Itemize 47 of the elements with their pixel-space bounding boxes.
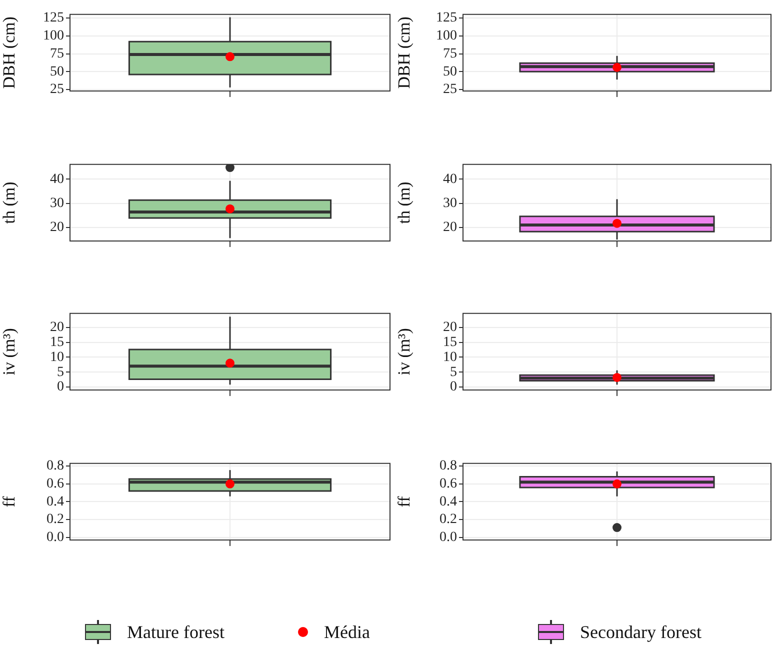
y-tick-label: 25: [443, 82, 457, 98]
y-tick-label: 25: [50, 82, 64, 98]
y-axis-title: DBH (cm): [0, 16, 19, 89]
y-axis-title: iv (m³): [0, 328, 19, 376]
y-tick-label: 75: [50, 46, 64, 62]
y-tick-label: 0.6: [46, 476, 64, 492]
legend-label: Secondary forest: [580, 622, 702, 642]
y-tick-label: 0.6: [440, 476, 457, 492]
y-tick-label: 20: [50, 320, 64, 336]
legend-label: Mature forest: [127, 622, 224, 642]
y-tick-label: 10: [50, 350, 64, 365]
y-tick-label: 75: [443, 46, 457, 62]
y-tick-label: 0.4: [440, 494, 457, 510]
y-tick-label: 10: [443, 350, 457, 365]
y-axis-title: ff: [0, 496, 19, 508]
y-tick-label: 0.2: [440, 512, 457, 528]
y-tick-label: 0.0: [440, 530, 457, 545]
y-tick-label: 20: [50, 220, 64, 236]
y-axis-title: ff: [394, 496, 414, 508]
y-tick-label: 0.0: [46, 530, 64, 545]
y-tick-label: 5: [57, 364, 64, 380]
y-axis-title: th (m): [0, 182, 19, 224]
y-tick-label: 20: [443, 320, 457, 336]
y-tick-label: 15: [50, 334, 64, 350]
y-tick-label: 125: [43, 10, 64, 26]
legend-label: Média: [324, 622, 370, 642]
y-tick-label: 30: [443, 196, 457, 211]
y-axis-title: th (m): [394, 182, 414, 224]
y-tick-label: 5: [450, 364, 457, 380]
y-tick-label: 50: [50, 64, 64, 80]
y-tick-label: 30: [50, 196, 64, 211]
y-tick-label: 0.8: [46, 458, 64, 474]
y-tick-label: 100: [43, 28, 64, 44]
y-tick-label: 0: [450, 380, 457, 395]
y-tick-label: 40: [443, 172, 457, 187]
y-tick-label: 15: [443, 334, 457, 350]
y-tick-label: 0: [57, 380, 64, 395]
y-tick-label: 0.8: [440, 458, 457, 474]
y-tick-label: 100: [436, 28, 457, 44]
y-tick-label: 0.2: [46, 512, 64, 528]
y-axis-title: DBH (cm): [394, 16, 414, 89]
y-tick-label: 50: [443, 64, 457, 80]
y-axis-title: iv (m³): [394, 328, 414, 376]
y-tick-label: 20: [443, 220, 457, 236]
y-tick-label: 0.4: [46, 494, 64, 510]
y-tick-label: 40: [50, 172, 64, 187]
y-tick-label: 125: [436, 10, 457, 26]
